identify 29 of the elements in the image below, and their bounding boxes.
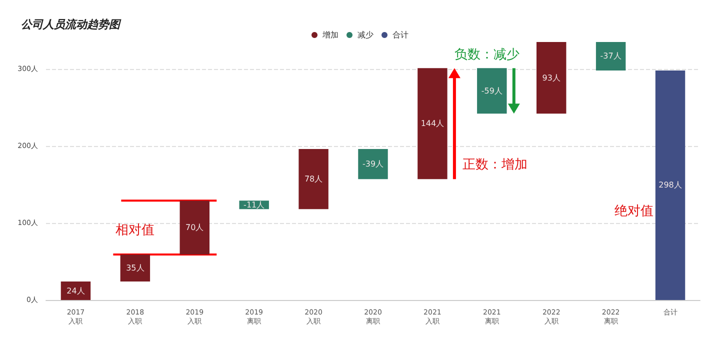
bar	[655, 70, 686, 300]
bar	[180, 200, 210, 255]
annotation: 正数：增加	[462, 158, 528, 173]
data-label: 144人	[420, 119, 444, 128]
chart-title: 公司人员流动趋势图	[21, 18, 122, 31]
annotation: 相对值	[116, 223, 155, 238]
data-label: -11人	[244, 200, 265, 210]
data-label: 93人	[542, 73, 560, 82]
legend-label: 减少	[358, 30, 374, 40]
data-label: 35人	[126, 264, 144, 273]
bar	[60, 282, 91, 300]
legend-label: 合计	[392, 30, 408, 40]
bar	[536, 42, 566, 114]
data-label: -59人	[481, 86, 502, 96]
bar	[358, 149, 388, 180]
bar	[596, 42, 626, 70]
legend-label: 增加	[322, 30, 338, 40]
data-label: 24人	[66, 286, 85, 296]
annotation: 绝对值	[614, 204, 654, 219]
data-label: 70人	[186, 223, 204, 232]
data-label: -39人	[362, 160, 384, 169]
bar	[418, 68, 448, 180]
data-label: 78人	[304, 174, 323, 184]
data-label: 298人	[658, 180, 682, 190]
data-label: -37人	[600, 52, 622, 61]
annotation: 负数：减少	[454, 48, 520, 63]
bar	[477, 68, 507, 114]
bar	[120, 254, 150, 282]
bar	[298, 149, 328, 210]
